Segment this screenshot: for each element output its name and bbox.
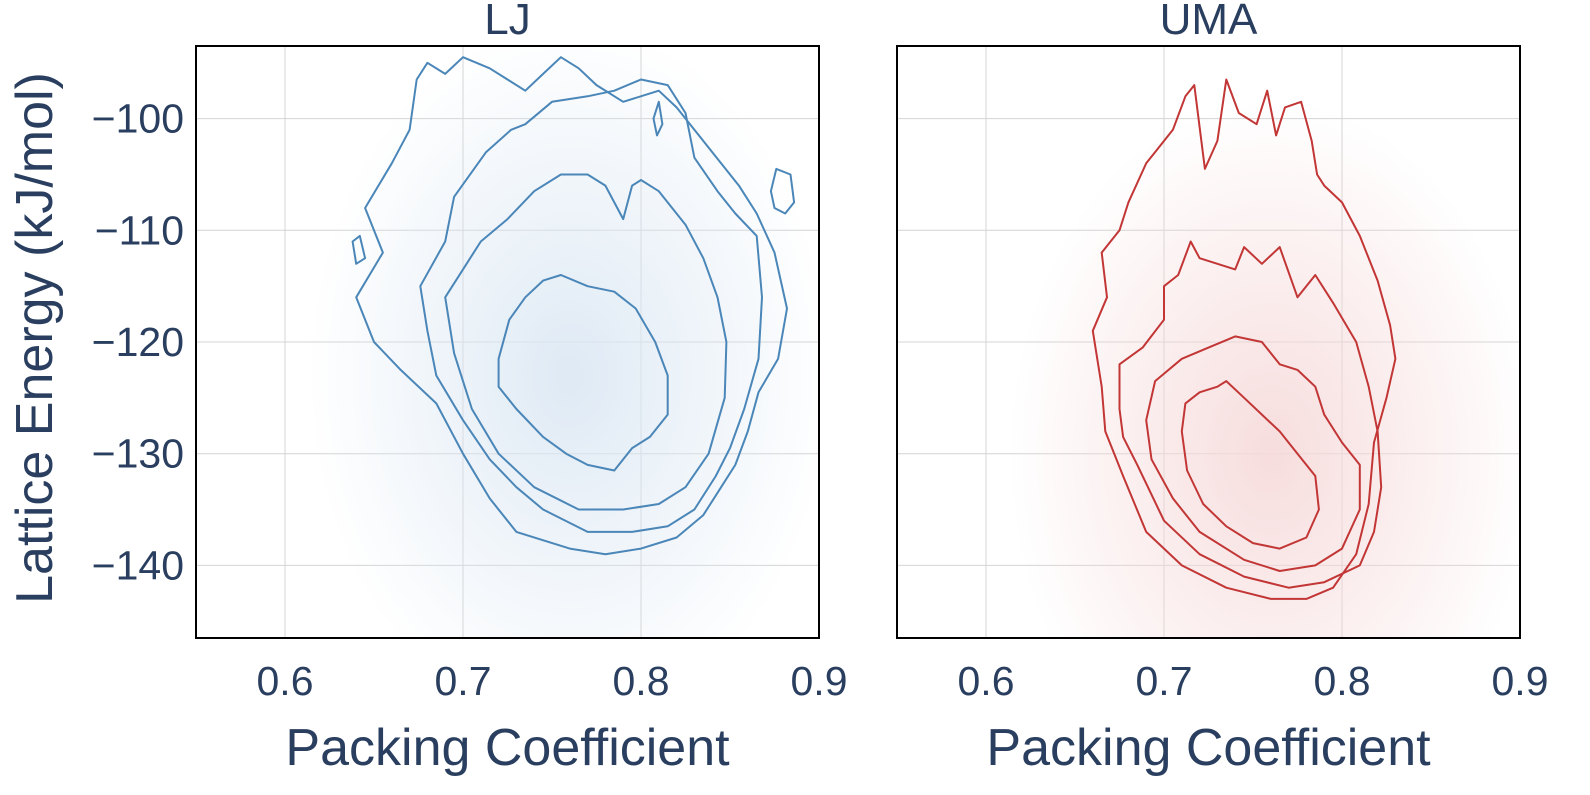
lj-plot-frame — [195, 45, 820, 639]
lj-x-tick-labels: 0.6 0.7 0.8 0.9 — [257, 658, 848, 704]
lj-y-tick-label: −110 — [95, 207, 184, 253]
uma-contour-line-2 — [1118, 240, 1383, 589]
panel-lj: LJ −100 −110 −120 −130 −140 0.6 0.7 0.8 0.9 Pac… — [6, 0, 848, 777]
uma-plot-frame — [896, 45, 1521, 639]
lj-contour-lines — [351, 56, 796, 556]
lj-y-tick-labels: −100 −110 −120 −130 −140 — [92, 96, 184, 589]
lj-contour-line-6 — [351, 234, 367, 265]
lj-y-tick-label: −130 — [92, 431, 184, 477]
lj-y-tick-label: −100 — [92, 96, 184, 142]
lj-contour-line-3 — [355, 56, 788, 556]
y-axis-title: Lattice Energy (kJ/mol) — [6, 72, 64, 604]
lj-y-tick-label: −140 — [92, 542, 184, 588]
uma-x-axis-title: Packing Coefficient — [986, 719, 1431, 777]
lj-contour-line-0 — [497, 274, 669, 472]
uma-x-tick-label: 0.7 — [1136, 658, 1193, 704]
panel-uma: UMA 0.6 0.7 0.8 0.9 Packing Coefficient — [896, 0, 1549, 777]
lj-panel-title: LJ — [484, 0, 530, 44]
uma-contour-line-3 — [1091, 78, 1397, 600]
uma-contour-line-0 — [1180, 380, 1320, 550]
lj-x-axis-title: Packing Coefficient — [285, 719, 730, 777]
lj-contour-line-1 — [444, 173, 728, 511]
lj-x-tick-label: 0.7 — [435, 658, 492, 704]
lj-contour-line-4 — [769, 167, 796, 215]
uma-x-tick-labels: 0.6 0.7 0.8 0.9 — [958, 658, 1549, 704]
uma-panel-title: UMA — [1160, 0, 1258, 44]
lj-contour-line-5 — [652, 100, 664, 137]
uma-x-tick-label: 0.9 — [1492, 658, 1549, 704]
lj-contour-line-2 — [419, 78, 763, 533]
uma-contour-line-1 — [1145, 335, 1361, 572]
lj-y-tick-label: −120 — [92, 319, 184, 365]
uma-density-shading — [897, 46, 1520, 638]
uma-x-tick-label: 0.6 — [958, 658, 1015, 704]
lj-x-tick-label: 0.9 — [791, 658, 848, 704]
uma-contour-lines — [1091, 78, 1397, 600]
lj-x-tick-label: 0.6 — [257, 658, 314, 704]
lj-x-tick-label: 0.8 — [613, 658, 670, 704]
lj-density-shading — [196, 46, 819, 638]
uma-x-tick-label: 0.8 — [1314, 658, 1371, 704]
